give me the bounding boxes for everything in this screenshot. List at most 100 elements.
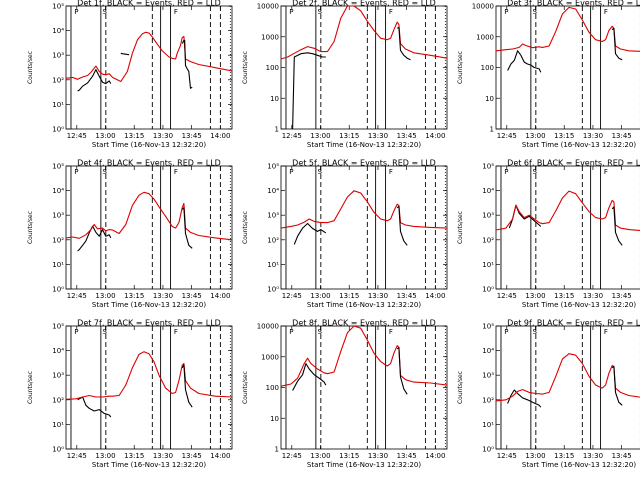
x-axis-label: Start Time (16-Nov-13 12:32:20) [307,461,421,469]
series-line-lld [281,190,447,229]
interval-label: P [74,8,78,16]
x-tick-label: 13:00 [310,292,330,300]
y-tick-label: 10⁴ [52,27,64,35]
x-tick-label: 12:45 [282,292,302,300]
y-tick-label: 10⁵ [52,323,64,331]
panel-5f: Det 5f, BLACK = Events, RED = LLD 10⁰ 10¹ 1… [242,159,448,309]
x-tick-label: 13:45 [397,452,417,460]
y-tick-label: 10¹ [52,421,64,429]
y-tick-label: 1 [275,446,279,454]
y-tick-label: 10⁰ [52,126,64,134]
y-tick-label: 10 [270,415,279,423]
x-tick-label: 13:15 [339,452,359,460]
series-line-lld [281,6,447,60]
y-axis-label: Counts/sec [242,371,249,404]
y-tick-label: 10² [267,236,279,244]
series-line-lld [66,351,232,400]
x-tick-label: 13:15 [339,292,359,300]
x-tick-label: 13:15 [124,132,144,140]
plot-frame [280,165,448,290]
x-tick-label: 13:45 [612,292,632,300]
x-tick-label: 13:30 [583,292,603,300]
interval-label: P [504,328,508,336]
plot-frame [495,325,640,450]
series-line-events [396,346,408,395]
panel-title: Det 1f, BLACK = Events, RED = LLD [77,0,221,8]
plot-frame [280,5,448,130]
series-line-events [611,365,623,406]
y-tick-label: 1000 [261,33,279,41]
y-tick-label: 10³ [52,372,64,380]
series-line-events [181,39,193,89]
series-line-events [77,225,112,252]
y-tick-label: 10⁰ [482,286,494,294]
series-line-events [396,26,411,61]
y-tick-label: 10 [485,95,494,103]
y-tick-label: 10⁰ [52,446,64,454]
interval-label: S [103,328,108,336]
panel-title: Det 9f, BLACK = Events, RED = LLD [507,319,640,328]
x-tick-label: 13:45 [182,292,202,300]
y-tick-label: 10³ [482,372,494,380]
interval-label: F [174,8,178,16]
y-tick-label: 10² [52,76,64,84]
interval-label: S [318,168,323,176]
x-tick-label: 13:30 [153,132,173,140]
x-axis-label: Start Time (16-Nov-13 12:32:20) [92,141,206,149]
series-group [66,31,232,92]
x-tick-label: 13:00 [310,452,330,460]
series-line-events [507,50,542,73]
y-tick-label: 10² [482,236,494,244]
interval-label: P [289,328,293,336]
y-axis-label: Counts/sec [457,211,464,244]
series-line-lld [281,326,447,387]
interval-label: F [604,168,608,176]
series-line-events [181,364,193,408]
panel-title: Det 5f, BLACK = Events, RED = LLD [292,159,436,168]
y-tick-label: 10⁰ [267,286,279,294]
y-tick-label: 10000 [257,323,279,331]
x-tick-label: 13:30 [368,292,388,300]
x-axis-label: Start Time (16-Nov-13 12:32:20) [307,301,421,309]
y-tick-label: 1000 [476,33,494,41]
x-tick-label: 13:45 [612,132,632,140]
panel-title: Det 3f, BLACK = Events, RED = LLD [507,0,640,8]
series-group [66,191,232,252]
x-axis-label: Start Time (16-Nov-13 12:32:20) [92,301,206,309]
panel-9f: Det 9f, BLACK = Events, RED = LLD 10⁰ 10¹ 1… [457,319,640,469]
panel-8f: Det 8f, BLACK = Events, RED = LLD 1 10 100 1… [242,319,448,469]
y-tick-label: 10³ [482,212,494,220]
series-group [496,6,640,73]
x-axis-label: Start Time (16-Nov-13 12:32:20) [522,141,636,149]
y-tick-label: 10000 [472,3,494,11]
y-tick-label: 10¹ [52,101,64,109]
plot-frame [65,325,233,450]
interval-label: P [504,168,508,176]
series-line-lld [66,31,232,83]
series-group [496,190,640,246]
y-tick-label: 10⁴ [267,187,279,195]
y-tick-label: 10³ [52,52,64,60]
panel-1f: Det 1f, BLACK = Events, RED = LLD 10⁰ 10¹ 1… [27,0,233,149]
plot-frame [495,5,640,130]
interval-label: S [533,328,538,336]
y-axis-label: Counts/sec [457,51,464,84]
y-tick-label: 100 [266,64,279,72]
x-tick-label: 13:15 [339,132,359,140]
y-tick-label: 10⁵ [52,3,64,11]
x-tick-label: 12:45 [67,452,87,460]
interval-label: F [389,168,393,176]
series-line-events [611,206,623,246]
series-group [281,6,447,129]
x-tick-label: 13:00 [525,452,545,460]
interval-label: F [174,328,178,336]
x-tick-label: 13:00 [95,452,115,460]
y-tick-label: 100 [266,384,279,392]
interval-label: S [318,8,323,16]
panel-title: Det 8f, BLACK = Events, RED = LLD [292,319,436,328]
x-tick-label: 13:15 [554,132,574,140]
interval-label: F [604,328,608,336]
y-tick-label: 10⁴ [482,347,494,355]
x-tick-label: 13:00 [95,132,115,140]
y-tick-label: 10 [270,95,279,103]
